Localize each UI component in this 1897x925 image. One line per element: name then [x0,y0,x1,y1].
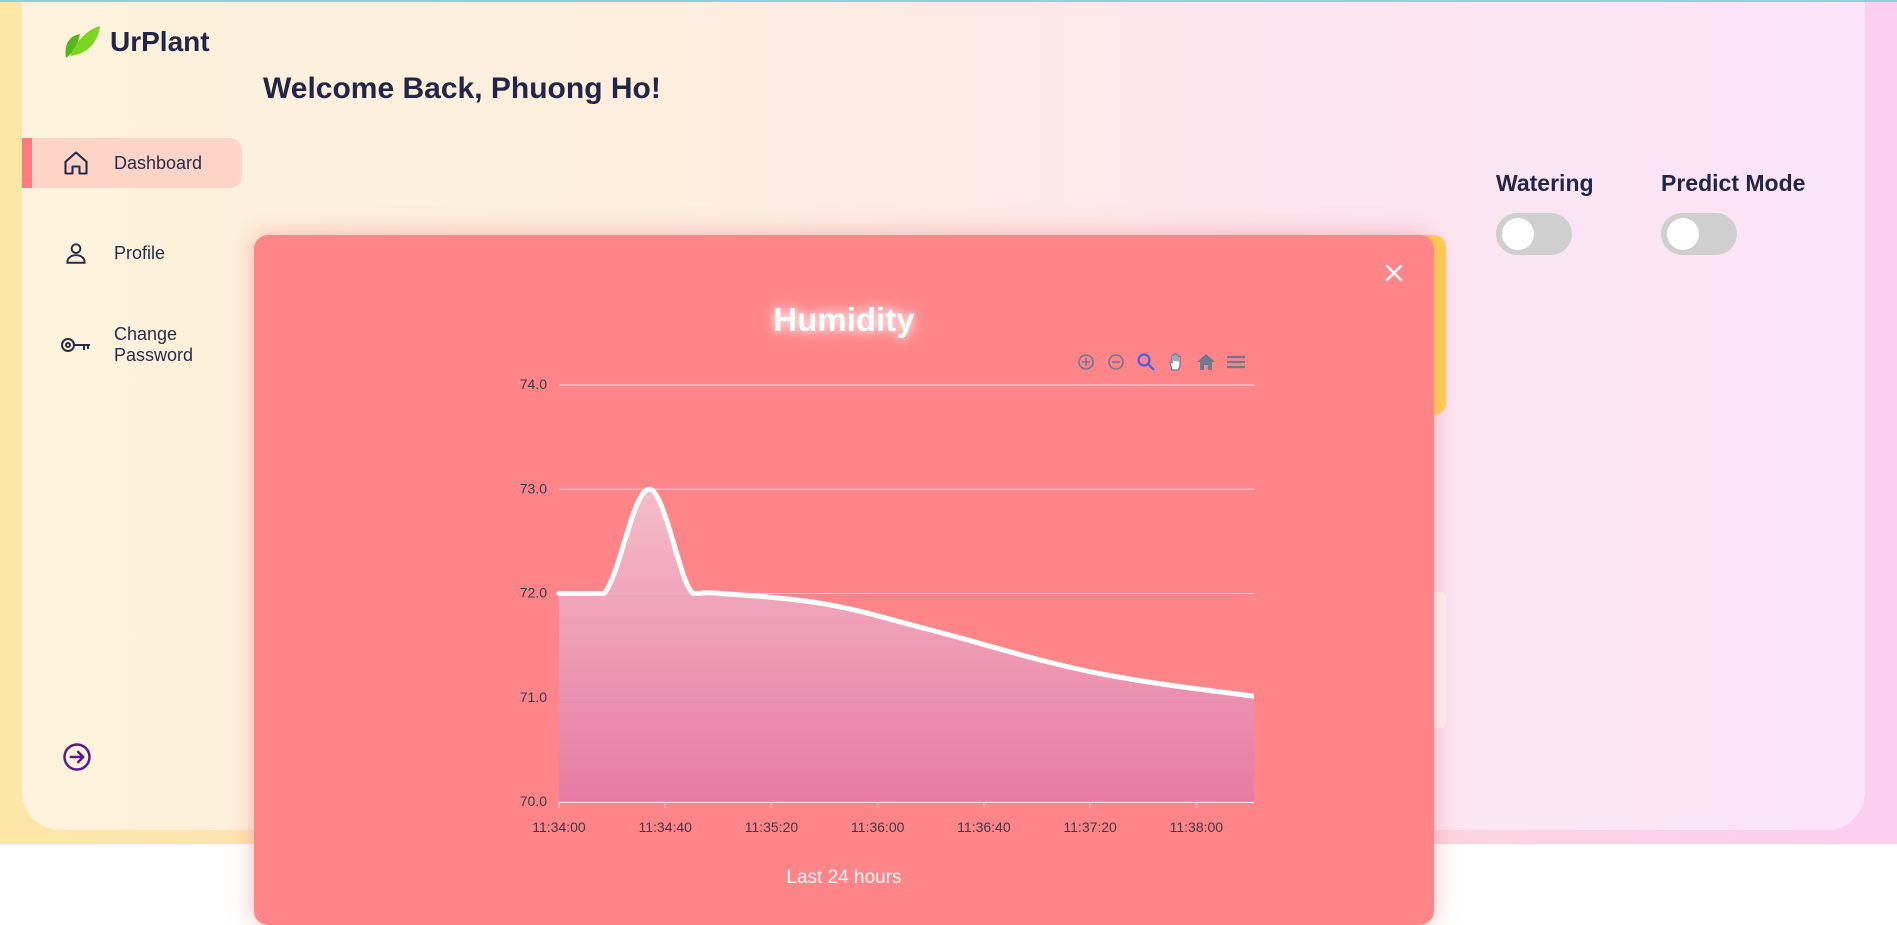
y-tick-label: 70.0 [520,793,547,809]
humidity-line [556,486,1287,701]
humidity-chart: 70.0 71.0 72.0 73.0 74.0 11:34:00 11:34:40 11:… [454,345,1287,850]
humidity-area [559,489,1284,802]
predict-mode-control: Predict Mode [1661,170,1805,255]
logout-icon [63,743,91,771]
modal-title: Humidity [773,301,915,338]
chart-toolbar [1074,350,1248,374]
window-top-edge [0,0,1897,2]
close-icon [1385,264,1403,282]
sidebar-item-profile[interactable]: Profile [22,228,242,278]
predict-mode-toggle[interactable] [1661,213,1737,255]
sidebar-item-dashboard[interactable]: Dashboard [22,138,242,188]
leaf-icon [65,26,100,58]
x-tick-label: 11:34:00 [532,819,586,835]
sidebar-item-label: Change Password [114,324,194,365]
x-tick-label: 11:34:40 [638,819,692,835]
humidity-modal: Humidity [254,235,1434,925]
sidebar-item-change-password[interactable]: Change Password [22,320,242,370]
page-title: Welcome Back, Phuong Ho! [263,72,661,105]
app-name: UrPlant [110,26,210,57]
predict-mode-label: Predict Mode [1661,170,1806,196]
close-button[interactable] [1376,255,1412,291]
y-tick-label: 73.0 [520,480,547,496]
sidebar-item-label: Dashboard [114,152,203,173]
pan-icon[interactable] [1164,350,1188,374]
app-logo[interactable]: UrPlant [62,24,210,60]
menu-icon[interactable] [1224,350,1248,374]
zoom-out-icon[interactable] [1104,350,1128,374]
humidity-chart-svg: 70.0 71.0 72.0 73.0 74.0 11:34:00 11:34:40 11:… [520,376,1287,835]
x-tick-label: 11:37:20 [1063,819,1117,835]
reset-home-icon[interactable] [1194,350,1218,374]
key-icon [56,333,96,357]
logout-button[interactable] [62,742,92,777]
watering-control: Watering [1496,170,1594,255]
watering-toggle[interactable] [1496,213,1572,255]
y-tick-label: 74.0 [520,376,547,392]
y-tick-label: 71.0 [520,689,547,705]
x-tick-label: 11:36:00 [851,819,905,835]
home-icon [56,149,96,177]
time-range-label: Last 24 hours [786,867,902,888]
watering-label: Watering [1496,170,1594,196]
sidebar-item-label: Profile [114,242,166,263]
x-tick-label: 11:35:20 [745,819,799,835]
user-icon [56,240,96,266]
x-tick-label: 11:36:40 [957,819,1011,835]
x-tick-label: 11:38:00 [1170,819,1224,835]
selection-zoom-icon[interactable] [1134,350,1158,374]
y-tick-label: 72.0 [520,585,547,601]
zoom-in-icon[interactable] [1074,350,1098,374]
